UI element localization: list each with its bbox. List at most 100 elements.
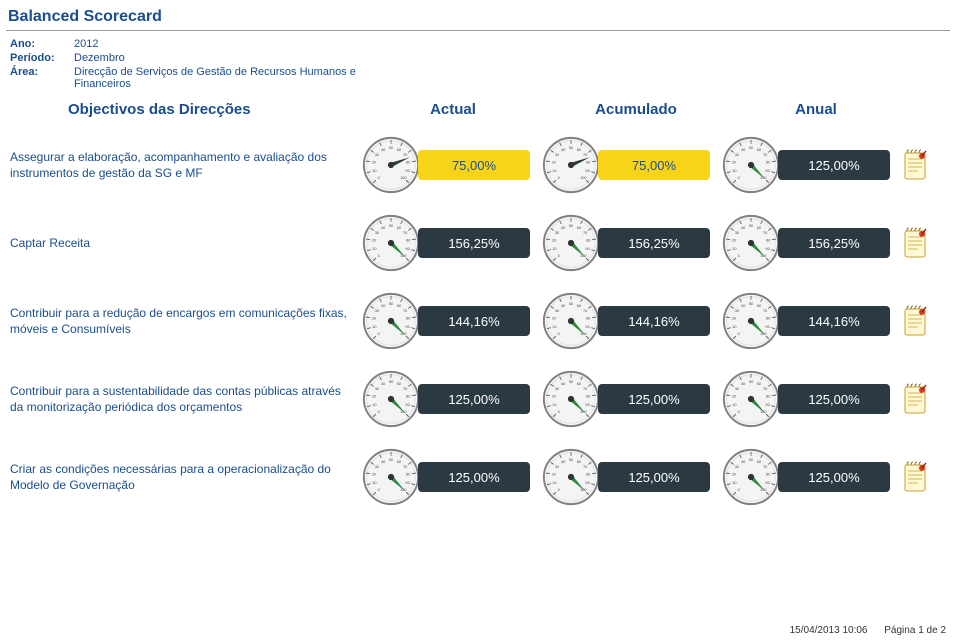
meta-row-ano: Ano: 2012 (6, 37, 950, 51)
svg-text:30: 30 (735, 308, 739, 313)
gauge-icon: 0102030405060708090100 (360, 290, 422, 352)
svg-text:10: 10 (552, 480, 556, 485)
note-icon[interactable] (900, 303, 930, 339)
kpi-cell-acumulado: 0102030405060708090100 156,25% (540, 212, 720, 274)
note-icon[interactable] (900, 147, 930, 183)
svg-text:80: 80 (586, 238, 590, 243)
svg-text:80: 80 (406, 160, 410, 165)
svg-text:10: 10 (732, 246, 736, 251)
meta-label-ano: Ano: (10, 38, 74, 50)
svg-text:10: 10 (732, 324, 736, 329)
svg-text:0: 0 (378, 331, 380, 336)
svg-text:20: 20 (732, 472, 736, 477)
col-header-acumulado: Acumulado (546, 101, 726, 118)
kpi-cell-actual: 0102030405060708090100 144,16% (360, 290, 540, 352)
svg-text:40: 40 (561, 225, 565, 230)
svg-text:0: 0 (558, 175, 560, 180)
svg-text:100: 100 (400, 175, 406, 180)
svg-text:10: 10 (552, 402, 556, 407)
svg-text:90: 90 (765, 402, 769, 407)
svg-text:30: 30 (735, 464, 739, 469)
note-icon[interactable] (900, 459, 930, 495)
svg-text:90: 90 (405, 246, 409, 251)
kpi-cell-actual: 0102030405060708090100 156,25% (360, 212, 540, 274)
svg-text:50: 50 (389, 457, 393, 462)
svg-text:60: 60 (577, 459, 581, 464)
svg-text:90: 90 (585, 402, 589, 407)
col-header-anual: Anual (726, 101, 906, 118)
kpi-cell-acumulado: 0102030405060708090100 75,00% (540, 134, 720, 196)
kpi-row: Assegurar a elaboração, acompanhamento e… (6, 134, 950, 196)
kpi-label: Assegurar a elaboração, acompanhamento e… (10, 149, 360, 181)
kpi-value-pill: 125,00% (598, 462, 710, 492)
footer-page-total: 2 (940, 625, 946, 636)
gauge-icon: 0102030405060708090100 (720, 368, 782, 430)
svg-text:80: 80 (766, 472, 770, 477)
svg-text:100: 100 (580, 175, 586, 180)
gauge-icon: 0102030405060708090100 (540, 290, 602, 352)
svg-text:30: 30 (375, 464, 379, 469)
svg-text:90: 90 (765, 324, 769, 329)
svg-text:30: 30 (375, 386, 379, 391)
kpi-value-pill: 125,00% (778, 462, 890, 492)
kpi-value-pill: 125,00% (778, 384, 890, 414)
svg-text:60: 60 (577, 303, 581, 308)
kpi-cell-acumulado: 0102030405060708090100 144,16% (540, 290, 720, 352)
svg-text:50: 50 (389, 301, 393, 306)
kpi-label: Captar Receita (10, 235, 360, 251)
svg-text:80: 80 (766, 238, 770, 243)
svg-text:30: 30 (555, 152, 559, 157)
kpi-value-pill: 75,00% (598, 150, 710, 180)
svg-text:90: 90 (585, 168, 589, 173)
gauge-icon: 0102030405060708090100 (540, 446, 602, 508)
svg-text:90: 90 (405, 402, 409, 407)
svg-text:70: 70 (403, 230, 407, 235)
gauge-icon: 0102030405060708090100 (360, 368, 422, 430)
svg-text:90: 90 (405, 480, 409, 485)
svg-text:80: 80 (766, 316, 770, 321)
svg-text:20: 20 (372, 394, 376, 399)
svg-text:50: 50 (749, 379, 753, 384)
svg-text:90: 90 (765, 168, 769, 173)
svg-text:60: 60 (397, 147, 401, 152)
svg-text:10: 10 (552, 246, 556, 251)
gauge-icon: 0102030405060708090100 (360, 134, 422, 196)
kpi-value-pill: 156,25% (598, 228, 710, 258)
table-header: Objectivos das Direcções Actual Acumulad… (6, 101, 950, 118)
svg-text:50: 50 (569, 457, 573, 462)
svg-text:10: 10 (732, 402, 736, 407)
gauge-icon: 0102030405060708090100 (540, 368, 602, 430)
svg-text:50: 50 (749, 457, 753, 462)
kpi-value-pill: 125,00% (598, 384, 710, 414)
svg-text:60: 60 (577, 225, 581, 230)
svg-text:60: 60 (397, 303, 401, 308)
meta-row-periodo: Período: Dezembro (6, 51, 950, 65)
svg-text:20: 20 (732, 160, 736, 165)
svg-text:10: 10 (372, 480, 376, 485)
svg-text:10: 10 (732, 168, 736, 173)
kpi-cell-anual: 0102030405060708090100 156,25% (720, 212, 900, 274)
svg-text:70: 70 (763, 386, 767, 391)
svg-text:40: 40 (561, 303, 565, 308)
svg-text:90: 90 (405, 324, 409, 329)
note-icon[interactable] (900, 381, 930, 417)
kpi-cell-acumulado: 0102030405060708090100 125,00% (540, 446, 720, 508)
svg-text:40: 40 (561, 147, 565, 152)
kpi-label: Contribuir para a sustentabilidade das c… (10, 383, 360, 415)
svg-text:30: 30 (375, 152, 379, 157)
svg-text:70: 70 (583, 230, 587, 235)
svg-text:0: 0 (378, 409, 380, 414)
kpi-cell-anual: 0102030405060708090100 125,00% (720, 134, 900, 196)
svg-text:90: 90 (585, 324, 589, 329)
meta-value-area: Direcção de Serviços de Gestão de Recurs… (74, 66, 414, 90)
svg-text:0: 0 (378, 487, 380, 492)
kpi-value-pill: 125,00% (418, 384, 530, 414)
svg-text:70: 70 (763, 308, 767, 313)
svg-text:50: 50 (569, 301, 573, 306)
kpi-cell-actual: 0102030405060708090100 125,00% (360, 446, 540, 508)
svg-text:50: 50 (389, 145, 393, 150)
svg-text:60: 60 (757, 225, 761, 230)
svg-text:90: 90 (765, 480, 769, 485)
note-icon[interactable] (900, 225, 930, 261)
svg-text:60: 60 (757, 147, 761, 152)
